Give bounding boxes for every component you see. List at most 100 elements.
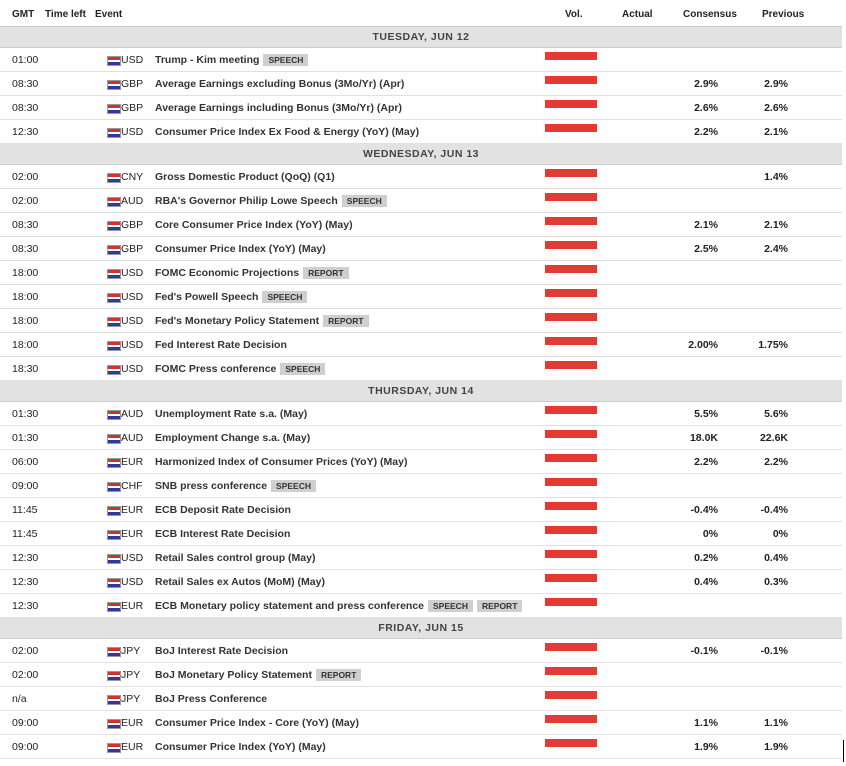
column-header: Actual (622, 9, 653, 20)
consensus: 0.4% (694, 576, 718, 588)
currency: GBP (121, 102, 144, 114)
flag-icon (107, 743, 121, 753)
event-title: RBA's Governor Philip Lowe Speech (155, 195, 338, 207)
event-title: ECB Interest Rate Decision (155, 528, 291, 540)
volatility-bar (545, 526, 597, 534)
time: 11:45 (12, 504, 38, 516)
event-title: Unemployment Rate s.a. (May) (155, 408, 308, 420)
event-name: RBA's Governor Philip Lowe Speech SPEECH (155, 195, 387, 207)
volatility-bar (545, 361, 597, 369)
time: 09:00 (12, 741, 39, 753)
consensus: -0.4% (690, 504, 718, 516)
event-row: 06:00 EUR Harmonized Index of Consumer Pri… (0, 450, 842, 474)
event-row: n/a JPY BoJ Press Conference (0, 687, 842, 711)
flag-icon (107, 506, 121, 516)
volatility-bar (545, 289, 597, 297)
time: 12:30 (12, 600, 39, 612)
currency: JPY (121, 669, 141, 681)
column-header: Consensus (683, 9, 737, 20)
event-title: SNB press conference (155, 480, 268, 492)
event-name: Consumer Price Index (YoY) (May) (155, 741, 326, 753)
volatility-bar (545, 478, 597, 486)
day-header: THURSDAY, JUN 14 (0, 381, 842, 402)
event-row: 12:30 USD Retail Sales ex Autos (MoM) (May… (0, 570, 842, 594)
event-name: Consumer Price Index (YoY) (May) (155, 243, 326, 255)
event-name: SNB press conference SPEECH (155, 480, 317, 492)
event-row: 11:45 EUR ECB Deposit Rate Decision -0.4% -0… (0, 498, 842, 522)
time: 12:30 (12, 126, 39, 138)
time: 01:30 (12, 408, 39, 420)
volatility-bar (545, 643, 597, 651)
event-tag: SPEECH (263, 54, 309, 66)
event-title: BoJ Press Conference (155, 693, 268, 705)
column-header: Previous (762, 9, 805, 20)
event-tag: SPEECH (428, 600, 473, 612)
time: 08:30 (12, 243, 39, 255)
event-row: 02:00 JPY BoJ Interest Rate Decision -0.1% -… (0, 639, 842, 663)
event-row: 12:30 EUR ECB Monetary policy statement an… (0, 594, 842, 618)
event-row: 18:00 USD Fed's Monetary Policy Statement R… (0, 309, 842, 333)
flag-icon (107, 104, 121, 114)
volatility-bar (545, 169, 597, 177)
flag-icon (107, 410, 121, 420)
event-tag: REPORT (323, 315, 369, 327)
time: 06:00 (12, 456, 39, 468)
consensus: 1.1% (694, 717, 718, 729)
event-row: 11:45 EUR ECB Interest Rate Decision 0% 0% (0, 522, 842, 546)
volatility-bar (545, 502, 597, 510)
currency: EUR (121, 504, 144, 516)
event-name: Fed's Monetary Policy Statement REPORT (155, 315, 369, 327)
volatility-bar (545, 430, 597, 438)
volatility-bar (545, 265, 597, 273)
volatility-bar (545, 715, 597, 723)
event-name: Consumer Price Index - Core (YoY) (May) (155, 717, 359, 729)
event-title: BoJ Interest Rate Decision (155, 645, 289, 657)
event-row: 12:30 USD Consumer Price Index Ex Food & E… (0, 120, 842, 144)
event-title: ECB Monetary policy statement and press … (155, 600, 424, 612)
flag-icon (107, 293, 121, 303)
event-title: Average Earnings including Bonus (3Mo/Yr… (155, 102, 402, 114)
event-name: Average Earnings including Bonus (3Mo/Yr… (155, 102, 402, 114)
previous: 2.6% (764, 102, 788, 114)
currency: GBP (121, 219, 144, 231)
event-title: Average Earnings excluding Bonus (3Mo/Yr… (155, 78, 405, 90)
time: 02:00 (12, 645, 39, 657)
volatility-bar (545, 550, 597, 558)
volatility-bar (545, 739, 597, 747)
column-header: Event (95, 9, 123, 20)
flag-icon (107, 434, 121, 444)
event-row: 09:00 EUR Consumer Price Index (YoY) (May)… (0, 735, 842, 759)
previous: 1.1% (764, 717, 788, 729)
day-title: WEDNESDAY, JUN 13 (362, 148, 480, 160)
currency: GBP (121, 78, 144, 90)
volatility-bar (545, 691, 597, 699)
previous: 2.2% (764, 456, 788, 468)
previous: 2.9% (764, 78, 788, 90)
consensus: 18.0K (689, 432, 718, 444)
event-tag: SPEECH (341, 195, 387, 207)
event-title: Fed's Powell Speech (155, 291, 259, 303)
event-title: ECB Deposit Rate Decision (155, 504, 291, 516)
event-name: Unemployment Rate s.a. (May) (155, 408, 307, 420)
flag-icon (107, 221, 121, 231)
event-name: ECB Interest Rate Decision (155, 528, 290, 540)
event-name: ECB Monetary policy statement and press … (155, 600, 523, 612)
currency: USD (121, 54, 144, 66)
event-tag: SPEECH (262, 291, 308, 303)
currency: CNY (121, 171, 144, 183)
day-header: TUESDAY, JUN 12 (0, 27, 842, 48)
currency: CHF (121, 480, 143, 492)
consensus: 2.1% (694, 219, 718, 231)
flag-icon (107, 647, 121, 657)
time: 01:00 (12, 54, 39, 66)
event-row: 18:00 USD Fed Interest Rate Decision 2.00% 1… (0, 333, 842, 357)
flag-icon (107, 458, 121, 468)
time: 01:30 (12, 432, 39, 444)
previous: 2.4% (764, 243, 788, 255)
time: 12:30 (12, 552, 39, 564)
day-title: THURSDAY, JUN 14 (368, 385, 474, 397)
time: 02:00 (12, 195, 39, 207)
flag-icon (107, 719, 121, 729)
event-name: Retail Sales control group (May) (155, 552, 315, 564)
day-header: FRIDAY, JUN 15 (0, 618, 842, 639)
